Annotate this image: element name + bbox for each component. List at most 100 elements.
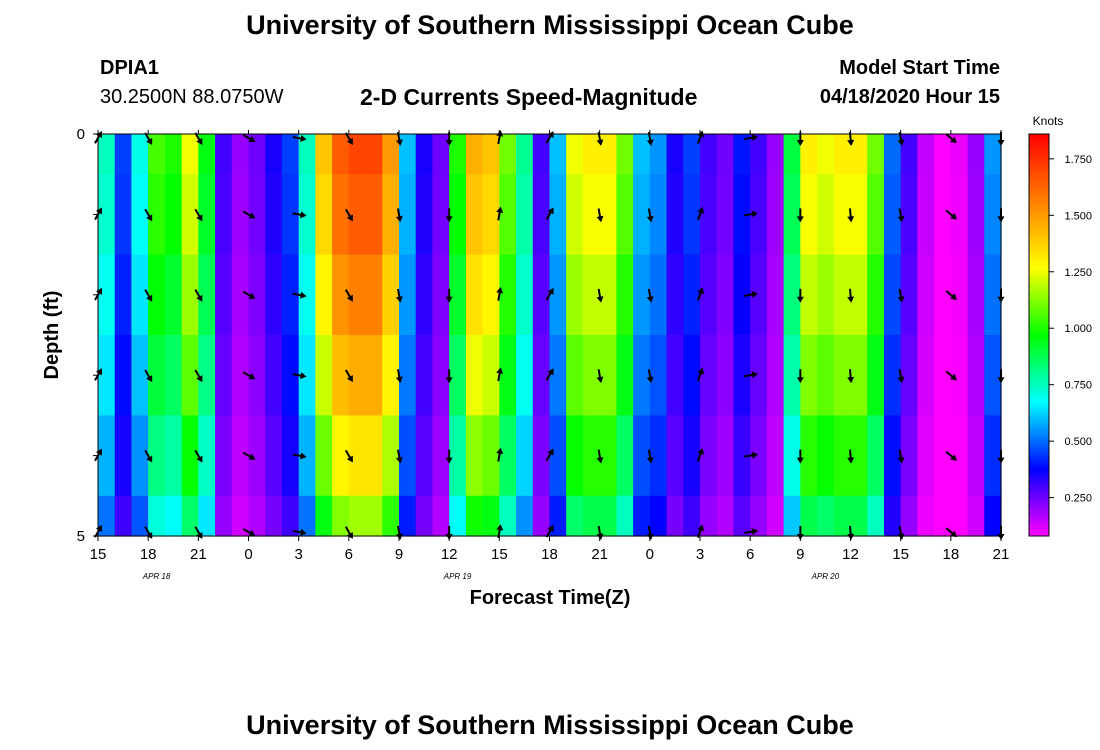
heat-cell	[716, 134, 735, 175]
current-vector-arrow	[344, 208, 353, 222]
heat-cell	[465, 254, 484, 336]
heat-cell	[666, 174, 684, 256]
heat-cell	[131, 254, 149, 336]
heat-cell	[616, 134, 634, 175]
arrow-head	[547, 525, 554, 532]
heat-cell	[633, 174, 651, 256]
heat-cell	[482, 495, 500, 537]
heat-cell	[566, 254, 584, 336]
current-vector-arrow	[646, 208, 654, 223]
heat-cell	[198, 415, 216, 497]
arrow-head	[796, 140, 804, 147]
heat-cell	[315, 134, 333, 175]
current-vector-arrow	[292, 291, 307, 299]
heat-cell	[950, 174, 969, 256]
heat-cell	[399, 134, 417, 175]
heat-cell	[215, 335, 233, 416]
heat-cell	[934, 174, 952, 256]
x-date-label: APR 18	[142, 572, 171, 581]
heat-cell	[800, 495, 818, 537]
heat-cell	[98, 415, 116, 497]
heat-cell	[934, 335, 952, 416]
heat-cell	[415, 134, 434, 175]
x-tick-label: 9	[796, 546, 804, 563]
heat-cell	[399, 495, 417, 537]
arrow-head	[445, 216, 453, 223]
heat-cell	[867, 174, 885, 256]
arrow-head	[950, 136, 957, 144]
arrow-head	[897, 456, 905, 464]
heat-cell	[281, 495, 300, 537]
heat-cell	[382, 415, 400, 497]
heat-cell	[599, 495, 617, 537]
current-vector-arrow	[897, 288, 905, 303]
arrow-head	[547, 287, 554, 295]
current-vector-arrow	[744, 371, 759, 379]
heat-cell	[332, 254, 350, 336]
x-tick-label: 3	[696, 546, 704, 563]
arrow-head	[496, 367, 504, 374]
heat-cell	[733, 134, 751, 175]
heat-cell	[215, 495, 233, 537]
arrow-head	[346, 138, 353, 145]
arrow-head	[897, 376, 905, 384]
heat-cell	[867, 254, 885, 336]
heat-cell	[817, 174, 835, 256]
x-tick-label: 15	[892, 546, 909, 563]
arrow-head	[751, 528, 759, 536]
heat-cell	[532, 495, 551, 537]
arrow-head	[445, 377, 453, 384]
heat-cell	[281, 254, 300, 336]
heat-cell	[248, 174, 266, 256]
arrow-head	[196, 138, 203, 145]
current-vector-arrow	[796, 449, 804, 464]
heat-cell	[566, 134, 584, 175]
current-vector-arrow	[344, 526, 353, 539]
heat-cell	[265, 495, 283, 537]
heat-cell	[783, 335, 801, 416]
heat-cell	[315, 495, 333, 537]
arrow-head	[346, 294, 353, 302]
heat-cell	[900, 254, 918, 336]
arrow-head	[248, 529, 256, 537]
arrow-head	[697, 367, 704, 375]
current-vector-arrow	[395, 288, 403, 303]
heat-cell	[499, 254, 517, 336]
heat-cell	[482, 134, 500, 175]
arrow-head	[395, 376, 403, 384]
arrow-head	[646, 456, 654, 464]
heat-cell	[532, 415, 551, 497]
heat-cell	[516, 415, 534, 497]
heat-cell	[148, 134, 166, 175]
heat-cell	[683, 134, 701, 175]
y-tick-label: 5	[77, 528, 85, 545]
colorbar-tick-label: 0.250	[1064, 493, 1092, 505]
heat-cell	[850, 335, 868, 416]
heat-cell	[532, 335, 551, 416]
heat-cell	[114, 174, 133, 256]
current-vector-arrow	[796, 369, 804, 384]
heat-cell	[783, 174, 801, 256]
heat-cell	[332, 174, 350, 256]
heat-cell	[850, 174, 868, 256]
current-vector-arrow	[344, 449, 353, 463]
heat-cell	[967, 134, 985, 175]
heat-cell	[482, 415, 500, 497]
x-tick-label: 15	[491, 546, 508, 563]
heat-cell	[399, 415, 417, 497]
heat-cell	[867, 495, 885, 537]
heat-cell	[98, 335, 116, 416]
heat-cell	[967, 415, 985, 497]
heat-cell	[633, 495, 651, 537]
heat-cell	[833, 254, 852, 336]
heat-cell	[817, 495, 835, 537]
arrow-head	[300, 134, 307, 142]
footer-title: University of Southern Mississippi Ocean…	[246, 710, 854, 740]
current-vector-arrow	[796, 208, 804, 223]
heat-cell	[98, 495, 116, 537]
arrow-head	[248, 453, 256, 460]
current-vector-arrow	[344, 289, 353, 302]
colorbar-tick-label: 1.750	[1064, 154, 1092, 166]
arrow-head	[796, 216, 804, 223]
heat-cell	[783, 134, 801, 175]
